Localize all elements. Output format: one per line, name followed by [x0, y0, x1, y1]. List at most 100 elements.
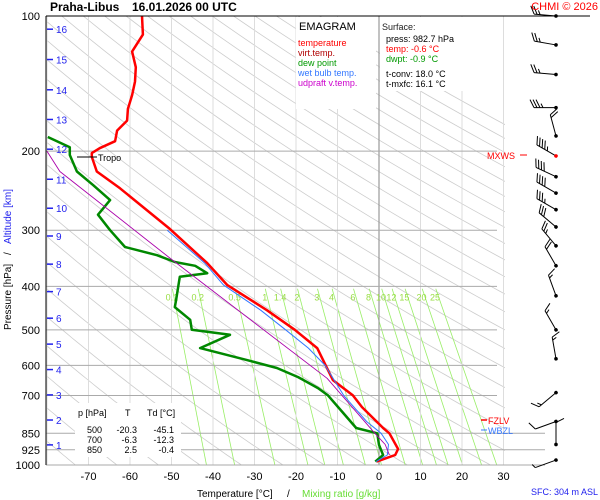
legend-virtual-temp: virt.temp.	[298, 48, 335, 58]
wind-barb-part	[538, 37, 541, 43]
wind-barb-part	[532, 99, 538, 108]
wind-barb-part	[539, 174, 541, 184]
altitude-tick-label: 9	[56, 232, 62, 243]
levels-table-box	[75, 403, 181, 457]
wind-barb	[530, 5, 558, 18]
wind-barb-part	[554, 244, 558, 248]
pressure-tick-label: 100	[22, 11, 40, 23]
wind-barb-part	[554, 328, 558, 332]
mixing-ratio-line	[297, 288, 344, 465]
table-cell: 700	[87, 435, 102, 445]
wind-barb-part	[546, 146, 549, 152]
wind-barb-part	[534, 40, 557, 46]
wind-barb-part	[552, 337, 557, 341]
wind-barb-part	[539, 137, 541, 147]
mixing-ratio-label: 6	[350, 292, 355, 302]
wind-barb-part	[534, 32, 538, 42]
series-udpraft-v-temp-	[46, 150, 390, 456]
dry-adiabat	[61, 16, 505, 313]
mixing-ratio-label: 15	[399, 292, 409, 302]
altitude-tick-label: 7	[56, 288, 62, 299]
mixing-ratio-line	[331, 288, 382, 465]
table-cell: -45.1	[153, 425, 174, 435]
wind-barb	[554, 418, 565, 447]
dry-adiabat	[46, 78, 505, 389]
pressure-tick-label: 700	[22, 390, 40, 402]
wind-barb	[535, 158, 558, 179]
sfc-label: SFC: 304 m ASL	[531, 487, 598, 497]
wind-barb	[544, 303, 558, 332]
table-cell: 850	[87, 445, 102, 455]
surface-tmxfc: t-mxfc: 16.1 °C	[386, 79, 446, 89]
wind-barb	[536, 189, 558, 212]
wind-barb-part	[554, 72, 558, 77]
wind-barb-part	[538, 203, 542, 213]
temperature-tick-label: -40	[205, 471, 221, 483]
wind-barbs	[528, 5, 565, 469]
table-cell: 500	[87, 425, 102, 435]
wind-barb-part	[554, 43, 558, 47]
dry-adiabat	[104, 16, 505, 278]
surface-box	[380, 17, 483, 91]
wind-barb-part	[530, 402, 540, 408]
temperature-tick-label: -30	[247, 471, 263, 483]
temperature-tick-label: 30	[497, 471, 509, 483]
table-cell: -6.3	[121, 435, 137, 445]
wind-barb	[530, 390, 558, 408]
mixing-ratio-label: 25	[430, 292, 440, 302]
wind-barb-part	[545, 229, 548, 234]
legend-wet-bulb: wet bulb temp.	[297, 68, 357, 78]
mixing-ratio-line	[197, 288, 236, 465]
mixing-ratio-label: 1.4	[274, 292, 287, 302]
wind-barb-part	[554, 207, 558, 212]
wind-barb-part	[554, 134, 558, 138]
mixing-ratio-line	[264, 288, 309, 465]
legend-dew-point: dew point	[298, 58, 337, 68]
wind-barb-part	[544, 246, 557, 267]
wind-barb	[548, 268, 558, 298]
copyright: CHMI © 2026	[531, 1, 598, 13]
wind-barb	[531, 32, 558, 47]
table-cell: -0.4	[158, 445, 174, 455]
wind-barb-part	[536, 173, 538, 183]
fzlv-label: FZLV	[488, 416, 509, 426]
altitude-tick-label: 1	[56, 441, 62, 452]
temperature-tick-label: -50	[164, 471, 180, 483]
mixing-ratio-line	[435, 288, 498, 465]
wind-barb-part	[534, 72, 557, 76]
mixing-ratio-label: 0.2	[192, 292, 205, 302]
wind-barb-part	[539, 191, 541, 201]
surface-heading: Surface:	[382, 22, 416, 32]
temperature-tick-label: -70	[81, 471, 97, 483]
dry-adiabat	[168, 16, 505, 228]
dry-adiabat	[147, 16, 505, 244]
dry-adiabat	[46, 20, 505, 331]
surface-dwpt: dwpt: -0.9 °C	[386, 54, 439, 64]
wind-barb-part	[546, 309, 550, 314]
x-axis-label: Temperature [°C]	[197, 489, 273, 500]
altitude-tick-label: 6	[56, 314, 62, 325]
dry-adiabat	[211, 16, 505, 197]
wind-barb-part	[549, 274, 553, 279]
wind-barb-part	[543, 207, 547, 217]
wind-barb-part	[554, 294, 558, 298]
datetime-title: 16.01.2026 00 UTC	[132, 0, 237, 14]
wind-barb-part	[536, 136, 538, 146]
table-cell: -12.3	[153, 435, 174, 445]
mixing-ratio-line	[280, 288, 326, 465]
wind-barb-part	[541, 139, 544, 149]
wind-barb	[531, 458, 558, 469]
legend-temperature: temperature	[298, 38, 347, 48]
wind-barb-part	[554, 390, 558, 395]
mxws-label: MXWS	[487, 151, 515, 161]
pressure-tick-label: 400	[22, 281, 40, 293]
wind-barb-part	[531, 32, 535, 42]
wind-barb-part	[544, 303, 551, 312]
wind-barb-part	[554, 105, 558, 110]
y-axis-separator: /	[3, 252, 14, 255]
wind-barb-part	[536, 198, 557, 211]
wind-barb-part	[544, 198, 546, 204]
wind-barb-part	[540, 205, 545, 215]
wind-barb	[551, 331, 560, 361]
